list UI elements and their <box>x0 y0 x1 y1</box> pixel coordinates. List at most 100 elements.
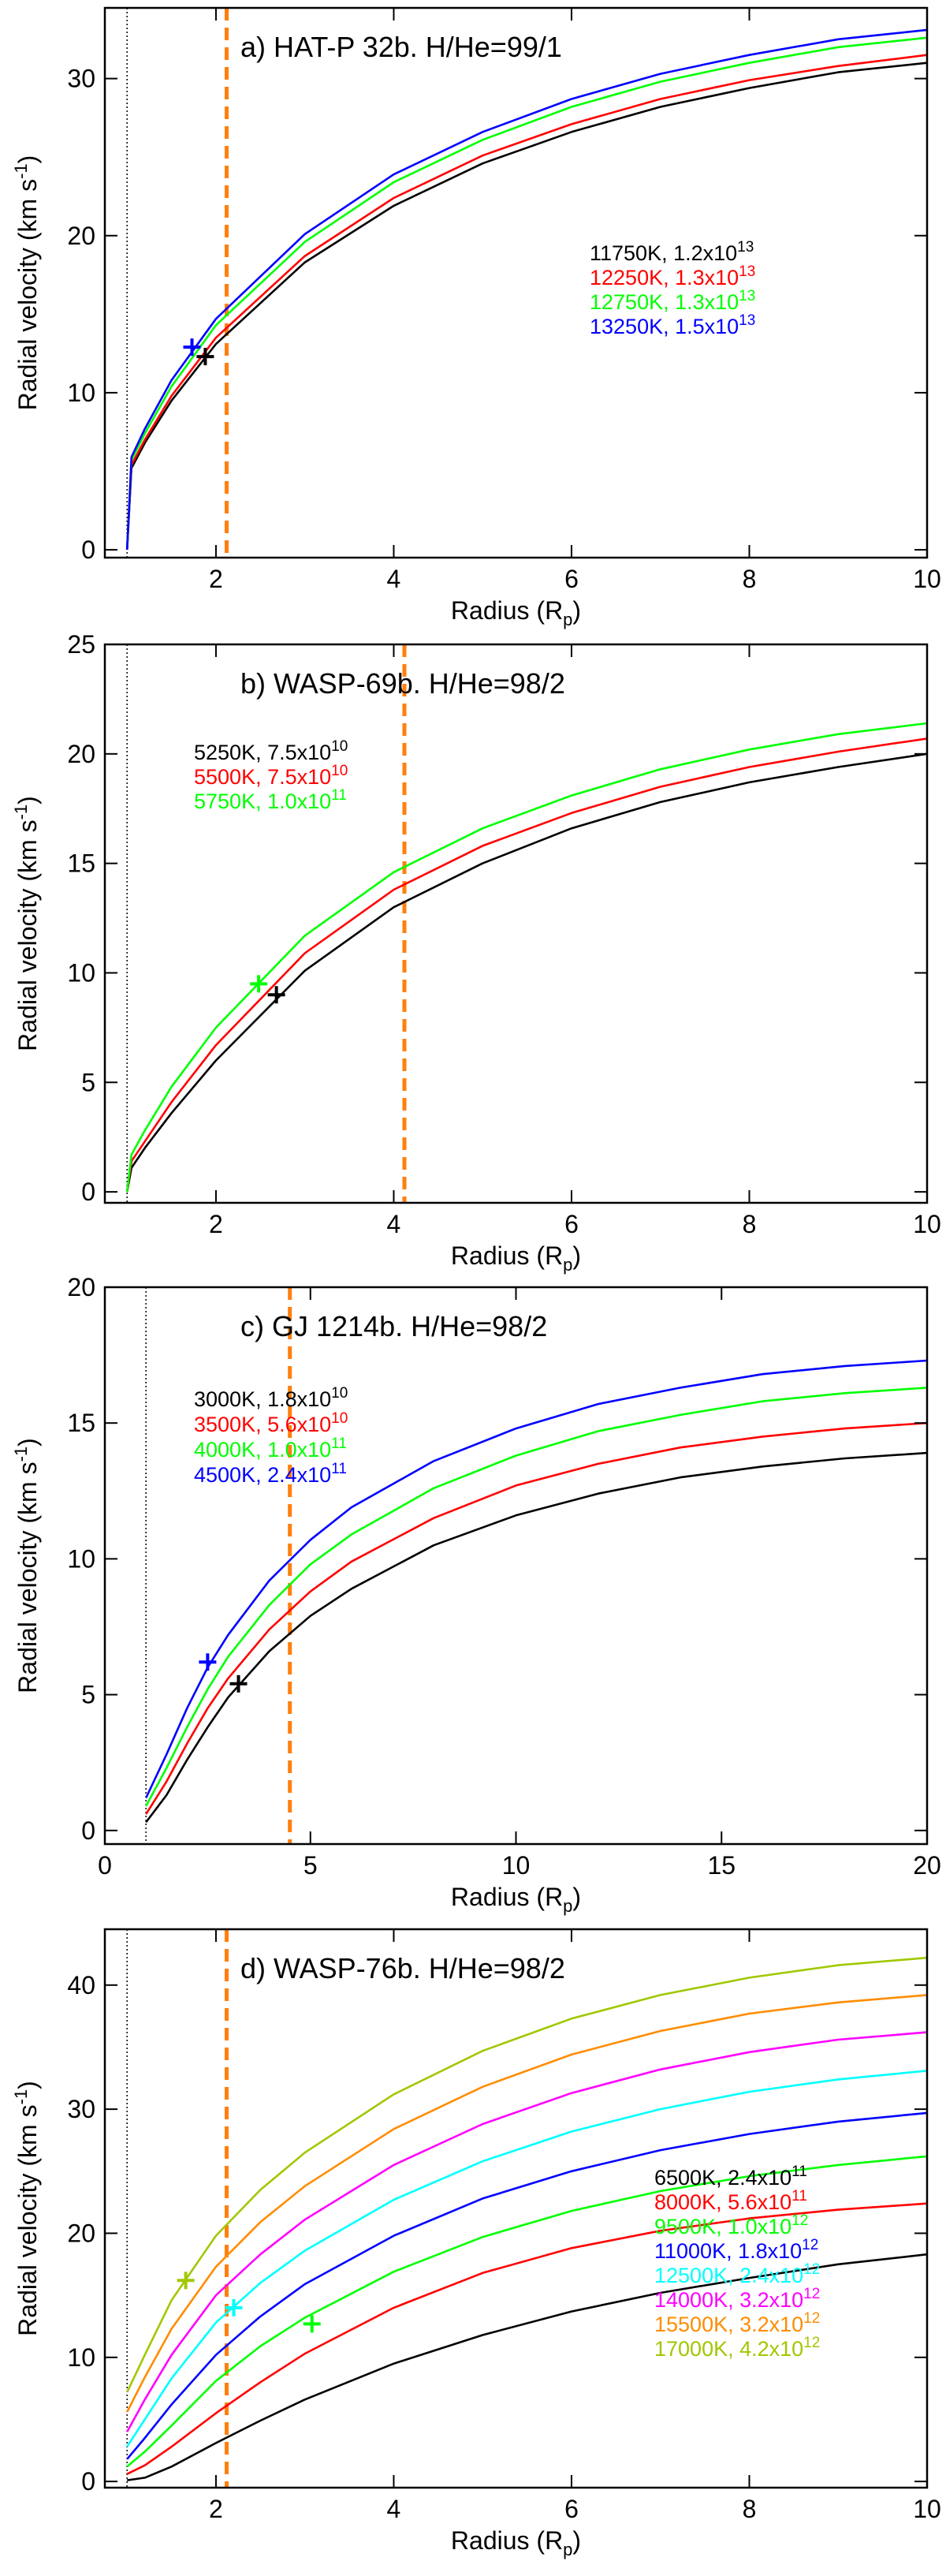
x-tick-label: 4 <box>387 2495 401 2523</box>
x-tick-label: 10 <box>913 565 941 593</box>
legend-entry: 15500K, 3.2x1012 <box>654 2310 820 2336</box>
chart-panel-3: 0 5 10 15 20 0 5 10 15 20 Radius (Rp) Radial veloci… <box>11 1273 941 1916</box>
y-tick-label: 10 <box>67 958 95 987</box>
y-tick-label: 20 <box>67 2219 95 2247</box>
x-tick-label: 10 <box>913 2495 941 2523</box>
y-tick-label: 0 <box>81 1178 95 1206</box>
y-axis-label: Radial velocity (km s-1) <box>11 155 42 411</box>
plot-frame <box>103 6 929 559</box>
series-line-9500K <box>126 2155 927 2468</box>
x-tick-label: 6 <box>564 1210 579 1238</box>
series-line-5500K <box>125 737 927 1193</box>
x-tick-label: 10 <box>913 1210 941 1238</box>
x-tick-label: 6 <box>564 2495 579 2523</box>
series-line-12250K <box>125 54 927 551</box>
x-tick-label: 5 <box>304 1851 318 1880</box>
y-tick-label: 20 <box>67 1273 95 1301</box>
plot-frame <box>103 643 929 1204</box>
legend-entry: 14000K, 3.2x1012 <box>654 2286 820 2312</box>
legend-entry: 11000K, 1.8x1012 <box>654 2237 818 2263</box>
legend-entry: 4000K, 1.0x1011 <box>194 1435 347 1462</box>
sonic-point-marker <box>225 2298 243 2317</box>
y-tick-label: 15 <box>67 849 95 878</box>
chart-panel-2: 2 4 6 8 10 0 5 10 15 20 25 Radius (Rp) Radial veloci… <box>11 630 941 1275</box>
series-line-3000K <box>145 1451 927 1824</box>
series-line-5250K <box>125 752 927 1193</box>
legend-entry: 11750K, 1.2x1013 <box>590 239 754 265</box>
series-line-6500K <box>127 2253 927 2481</box>
x-tick-label: 6 <box>564 565 579 593</box>
sonic-point-marker <box>303 2315 321 2333</box>
x-tick-label: 2 <box>209 565 223 593</box>
y-tick-label: 0 <box>81 1816 95 1845</box>
panel-title: c) GJ 1214b. H/He=98/2 <box>240 1310 547 1342</box>
x-tick-label: 8 <box>743 565 757 593</box>
legend-entry: 12500K, 2.4x1012 <box>654 2261 820 2287</box>
sonic-point-marker <box>250 975 268 993</box>
y-tick-label: 5 <box>81 1068 95 1096</box>
panel-title: a) HAT-P 32b. H/He=99/1 <box>240 31 562 63</box>
series-line-17000K <box>126 1956 927 2393</box>
y-tick-label: 30 <box>67 2095 95 2123</box>
x-axis-label: Radius (Rp) <box>451 2526 581 2559</box>
panel-title: d) WASP-76b. H/He=98/2 <box>240 1952 565 1984</box>
series-group <box>145 1359 927 1824</box>
series-line-8000K <box>126 2202 927 2475</box>
x-tick-label: 2 <box>209 1210 223 1238</box>
series-group <box>125 722 927 1193</box>
legend-entry: 4500K, 2.4x1011 <box>194 1461 347 1487</box>
sonic-point-marker <box>196 348 214 366</box>
series-line-11000K <box>126 2111 927 2460</box>
series-line-15500K <box>126 1994 927 2413</box>
series-line-3500K <box>145 1421 927 1815</box>
y-tick-label: 40 <box>67 1971 95 1999</box>
y-tick-label: 20 <box>67 222 95 250</box>
legend-entry: 8000K, 5.6x1011 <box>654 2188 807 2214</box>
y-tick-label: 0 <box>81 2467 95 2496</box>
chart-panel-1: 2 4 6 8 10 0 10 20 30 Radius (Rp) Radial velocity … <box>11 6 941 629</box>
x-tick-label: 2 <box>209 2495 223 2523</box>
x-tick-label: 0 <box>98 1851 112 1880</box>
legend-entry: 9500K, 1.0x1012 <box>654 2212 808 2238</box>
panel-title: b) WASP-69b. H/He=98/2 <box>240 667 565 700</box>
y-axis-label: Radial velocity (km s-1) <box>11 796 42 1051</box>
series-line-4000K <box>145 1387 927 1807</box>
y-tick-label: 15 <box>67 1409 95 1437</box>
series-group <box>125 28 927 551</box>
series-line-5750K <box>125 722 927 1193</box>
y-tick-label: 25 <box>67 630 95 659</box>
series-line-14000K <box>126 2031 927 2432</box>
legend-entry: 17000K, 4.2x1012 <box>654 2335 820 2361</box>
y-tick-label: 20 <box>67 740 95 768</box>
legend-entry: 6500K, 2.4x1011 <box>654 2163 807 2190</box>
x-tick-label: 20 <box>913 1851 941 1880</box>
plot-frame <box>103 1928 929 2489</box>
y-axis-label: Radial velocity (km s-1) <box>11 2081 42 2336</box>
y-tick-label: 0 <box>81 536 95 564</box>
y-tick-label: 10 <box>67 379 95 407</box>
y-tick-label: 10 <box>67 2343 95 2372</box>
sonic-point-marker <box>267 986 285 1004</box>
legend-entry: 5250K, 7.5x1010 <box>194 738 348 764</box>
chart-panel-4: 2 4 6 8 10 0 10 20 30 40 Radius (Rp) Radial velocit… <box>11 1928 941 2559</box>
y-tick-label: 5 <box>81 1681 95 1709</box>
x-axis-label: Radius (Rp) <box>451 1883 581 1916</box>
series-line-12500K <box>126 2070 927 2447</box>
x-tick-label: 8 <box>743 2495 757 2523</box>
legend-entry: 3000K, 1.8x1010 <box>194 1385 348 1411</box>
legend-entry: 3500K, 5.6x1010 <box>194 1410 348 1436</box>
sonic-point-marker <box>183 338 201 357</box>
x-tick-label: 4 <box>387 565 401 593</box>
x-tick-label: 10 <box>502 1851 531 1880</box>
sonic-point-marker <box>229 1674 248 1693</box>
x-axis-label: Radius (Rp) <box>451 596 581 629</box>
series-line-11750K <box>125 62 927 551</box>
series-line-13250K <box>125 28 927 551</box>
sonic-point-marker <box>199 1653 217 1671</box>
legend-entry: 5750K, 1.0x1011 <box>194 787 347 813</box>
